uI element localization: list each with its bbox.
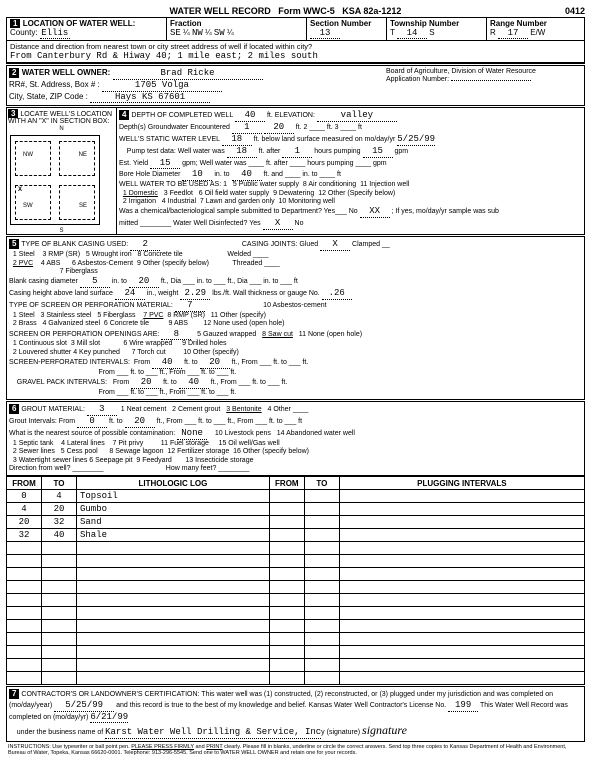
section-certification: 7 CONTRACTOR'S OR LANDOWNER'S CERTIFICAT…: [6, 686, 585, 742]
section-box: NW NE XSW SE: [10, 135, 100, 225]
section-location: 1 LOCATION OF WATER WELL:County: Ellis F…: [6, 17, 585, 64]
table-row: [7, 672, 585, 685]
table-row: [7, 646, 585, 659]
distance-desc: From Canterbury Rd & Hiway 40; 1 mile ea…: [10, 51, 318, 61]
section-casing: 5 TYPE OF BLANK CASING USED: 2 CASING JO…: [6, 236, 585, 400]
log-col-header: FROM: [269, 477, 304, 490]
table-row: 420Gumbo: [7, 503, 585, 516]
table-row: [7, 581, 585, 594]
table-row: [7, 607, 585, 620]
section-num: 13: [310, 28, 340, 39]
section-location-depth: 3 LOCATE WELL'S LOCATION WITH AN "X" IN …: [6, 107, 585, 235]
lithologic-log-table: FROMTOLITHOLOGIC LOGFROMTOPLUGGING INTER…: [6, 476, 585, 685]
owner-name: Brad Ricke: [113, 68, 263, 80]
table-row: [7, 568, 585, 581]
table-row: [7, 659, 585, 672]
log-col-header: FROM: [7, 477, 42, 490]
table-row: [7, 542, 585, 555]
table-row: 3240Shale: [7, 529, 585, 542]
table-row: [7, 594, 585, 607]
section-owner: 2 WATER WELL OWNER: Brad Ricke RR#, St. …: [6, 65, 585, 106]
table-row: 04Topsoil: [7, 490, 585, 503]
table-row: [7, 620, 585, 633]
instructions: INSTRUCTIONS: Use typewriter or ball poi…: [6, 742, 585, 758]
section-grout: 6 GROUT MATERIAL: 3 1 Neat cement 2 Ceme…: [6, 401, 585, 476]
business-name: Karst Water Well Drilling & Service, Inc: [105, 727, 321, 739]
table-row: 2032Sand: [7, 516, 585, 529]
cert-date: 5/25/99: [54, 700, 114, 712]
log-col-header: TO: [42, 477, 77, 490]
log-col-header: TO: [304, 477, 339, 490]
table-row: [7, 633, 585, 646]
county: Ellis: [40, 28, 70, 39]
log-col-header: PLUGGING INTERVALS: [339, 477, 584, 490]
log-col-header: LITHOLOGIC LOG: [77, 477, 270, 490]
form-id: 0412: [565, 6, 585, 16]
form-header: WATER WELL RECORD Form WWC-5 KSA 82a-121…: [6, 6, 585, 16]
depth-completed: 40: [235, 110, 265, 122]
table-row: [7, 555, 585, 568]
